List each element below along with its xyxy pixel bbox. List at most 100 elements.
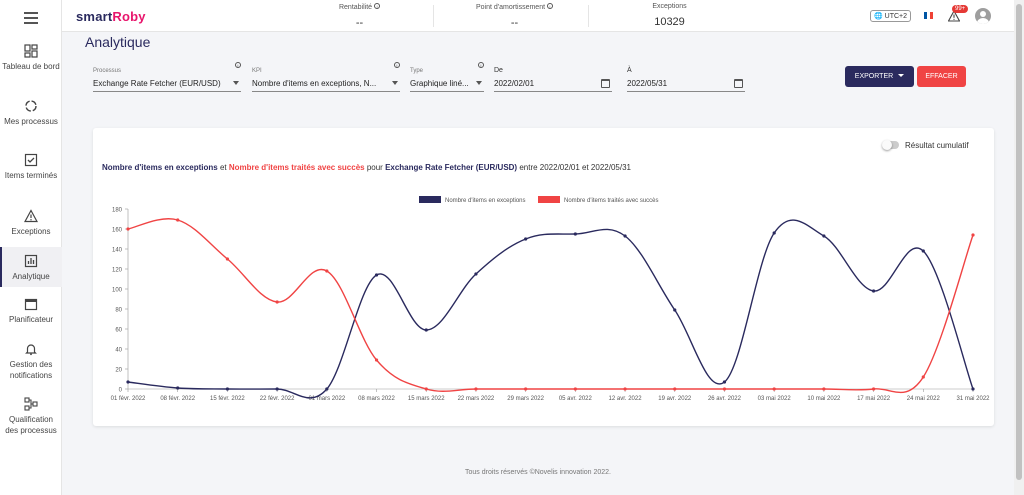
legend-swatch: [419, 196, 441, 203]
process-select[interactable]: Processus i Exchange Rate Fetcher (EUR/U…: [93, 62, 241, 92]
caret-down-icon: [476, 81, 482, 85]
info-icon[interactable]: i: [235, 62, 241, 68]
x-tick-label: 15 mars 2022: [408, 396, 445, 402]
sidebar: Tableau de bord Mes processus Items term…: [0, 0, 62, 495]
caret-down-icon: [233, 81, 239, 85]
sidebar-item-label: Qualification des processus: [5, 415, 57, 435]
flow-icon: [24, 397, 38, 411]
field-value: 2022/02/01: [494, 79, 535, 88]
legend-label: Nombre d'items en exceptions: [445, 198, 526, 204]
kpi-rentabilite: Rentabilité i --: [282, 3, 437, 29]
y-tick-label: 60: [115, 328, 122, 334]
process-icon: [25, 100, 37, 112]
chart-icon: [24, 254, 38, 268]
info-icon[interactable]: i: [374, 3, 381, 9]
menu-icon[interactable]: [24, 12, 38, 24]
kpi-value: --: [355, 17, 364, 29]
clear-button[interactable]: EFFACER: [917, 66, 966, 87]
x-tick-label: 12 avr. 2022: [609, 396, 643, 402]
legend-label: Nombre d'items traités avec succès: [564, 198, 659, 204]
x-tick-label: 24 mai 2022: [907, 396, 941, 402]
scrollbar[interactable]: [1014, 0, 1024, 495]
data-point: [623, 387, 627, 391]
chart-title-range: entre 2022/02/01 et 2022/05/31: [517, 163, 631, 172]
export-button[interactable]: EXPORTER: [845, 66, 914, 87]
sidebar-item-label: Tableau de bord: [2, 62, 60, 71]
data-point: [722, 380, 727, 384]
sidebar-item-analytics[interactable]: Analytique: [0, 247, 62, 287]
sidebar-item-scheduler[interactable]: Planificateur: [0, 297, 62, 325]
y-tick-label: 160: [112, 228, 123, 234]
sidebar-item-qualification[interactable]: Qualification des processus: [0, 397, 62, 436]
sidebar-item-exceptions[interactable]: Exceptions: [0, 209, 62, 237]
x-tick-label: 08 févr. 2022: [160, 396, 195, 402]
data-point: [673, 387, 677, 391]
calendar-icon: [24, 298, 38, 311]
data-point: [275, 387, 279, 391]
data-point: [822, 387, 826, 391]
caret-down-icon: [392, 81, 398, 85]
data-point: [176, 386, 180, 390]
sidebar-item-label: Gestion des notifications: [9, 360, 53, 380]
data-point: [772, 231, 776, 235]
footer-text: Tous droits réservés ©Novelis innovation…: [464, 469, 611, 476]
chart-title-and: et: [217, 163, 229, 172]
calendar-icon[interactable]: [601, 79, 610, 88]
data-point: [921, 249, 925, 253]
cumulative-toggle[interactable]: [882, 140, 899, 150]
chart-card: Résultat cumulatif Nombre d'items en exc…: [93, 128, 994, 426]
kpi-value: --: [510, 17, 519, 29]
x-tick-label: 08 mars 2022: [358, 396, 395, 402]
sidebar-item-label: Planificateur: [8, 315, 54, 324]
calendar-icon[interactable]: [734, 79, 743, 88]
chart-title-series1: Nombre d'items en exceptions: [102, 163, 218, 172]
start-date-field[interactable]: De 2022/02/01: [494, 67, 612, 92]
kpi-select[interactable]: KPI i Nombre d'items en exceptions, N...: [252, 62, 400, 92]
type-select[interactable]: Type i Graphique liné...: [410, 62, 484, 92]
x-tick-label: 22 mars 2022: [458, 396, 495, 402]
sidebar-item-label: Analytique: [12, 272, 50, 281]
scrollbar-thumb[interactable]: [1016, 4, 1022, 480]
y-tick-label: 140: [112, 248, 123, 254]
y-tick-label: 0: [119, 388, 123, 394]
french-flag-icon[interactable]: [924, 12, 933, 19]
sidebar-item-completed[interactable]: Items terminés: [0, 153, 62, 181]
alert-icon[interactable]: [948, 10, 960, 22]
export-label: EXPORTER: [854, 73, 894, 80]
x-tick-label: 29 mars 2022: [507, 396, 544, 402]
x-tick-label: 22 févr. 2022: [260, 396, 295, 402]
logo-text: smart: [76, 9, 113, 24]
data-point: [921, 375, 925, 379]
field-value: Exchange Rate Fetcher (EUR/USD): [93, 79, 221, 88]
data-point: [871, 289, 876, 293]
top-header: smartRoby Rentabilité i -- Point d'amort…: [62, 0, 1014, 32]
x-tick-label: 10 mai 2022: [807, 396, 841, 402]
warning-icon: [24, 209, 38, 223]
field-value: 2022/05/31: [627, 79, 668, 88]
end-date-field[interactable]: À 2022/05/31: [627, 67, 745, 92]
kpi-title: Exceptions: [652, 3, 687, 10]
user-avatar[interactable]: [975, 8, 991, 24]
x-tick-label: 15 févr. 2022: [210, 396, 245, 402]
data-point: [524, 237, 528, 241]
info-icon[interactable]: i: [478, 62, 484, 68]
field-label: Type: [410, 68, 424, 74]
data-point: [673, 308, 677, 312]
info-icon[interactable]: i: [547, 3, 553, 9]
data-point: [971, 233, 975, 237]
info-icon[interactable]: i: [394, 62, 400, 68]
kpi-value: 10329: [654, 16, 685, 28]
app-logo[interactable]: smartRoby: [76, 9, 146, 24]
logo-accent-text: Roby: [112, 9, 146, 24]
timezone-selector[interactable]: 🌐 UTC+2: [870, 10, 912, 22]
sidebar-item-dashboard[interactable]: Tableau de bord: [0, 44, 62, 72]
data-point: [424, 387, 428, 391]
x-tick-label: 19 avr. 2022: [658, 396, 692, 402]
chart-title-process: Exchange Rate Fetcher (EUR/USD): [385, 163, 518, 172]
x-tick-label: 03 mai 2022: [758, 396, 792, 402]
sidebar-item-notifications[interactable]: Gestion des notifications: [0, 342, 62, 381]
sidebar-item-label: Items terminés: [4, 171, 58, 180]
legend-swatch: [538, 196, 560, 203]
sidebar-item-processes[interactable]: Mes processus: [0, 99, 62, 127]
y-tick-label: 20: [115, 368, 122, 374]
